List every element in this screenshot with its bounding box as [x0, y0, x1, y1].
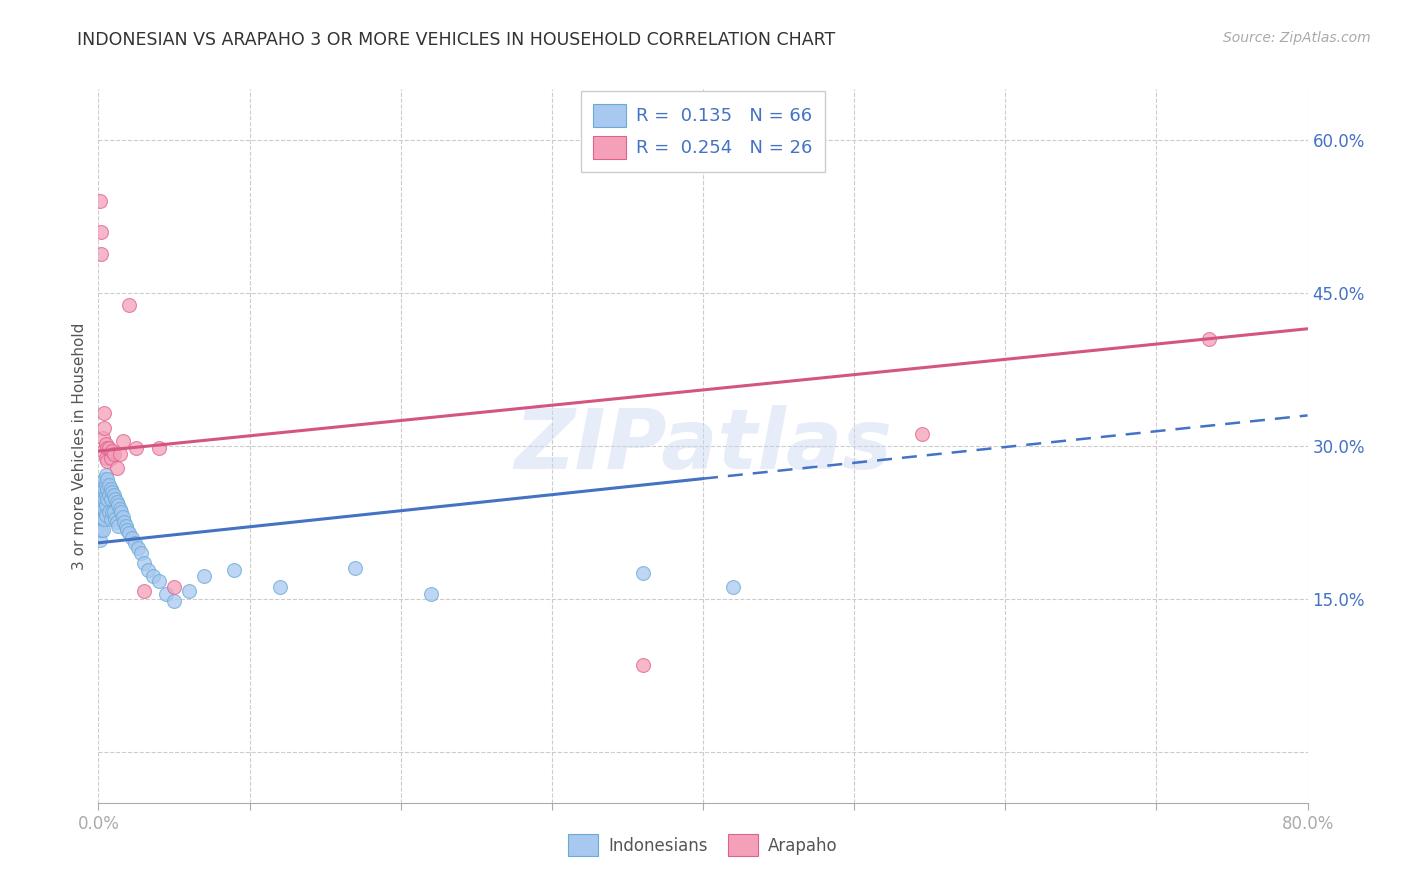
Point [142, 569, 165, 583]
Point [179, 583, 201, 598]
Text: Source: ZipAtlas.com: Source: ZipAtlas.com [1223, 31, 1371, 45]
Point [124, 536, 146, 550]
Point [89, 194, 111, 209]
Point [118, 298, 141, 312]
Point [105, 516, 128, 530]
Point [132, 583, 155, 598]
Point [90, 502, 112, 516]
Point [111, 510, 134, 524]
Point [91, 488, 114, 502]
Point [96, 441, 118, 455]
Point [420, 587, 443, 601]
Point [193, 569, 215, 583]
Point [127, 541, 149, 555]
Point [91, 523, 114, 537]
Point [94, 508, 117, 523]
Point [121, 531, 143, 545]
Point [118, 525, 141, 540]
Point [723, 580, 745, 594]
Point [91, 444, 114, 458]
Point [91, 477, 114, 491]
Point [94, 467, 117, 482]
Point [100, 451, 122, 466]
Point [1198, 332, 1220, 346]
Point [344, 561, 367, 575]
Point [90, 512, 112, 526]
Point [101, 444, 124, 458]
Point [98, 488, 121, 502]
Point [105, 461, 128, 475]
Point [125, 441, 148, 455]
Point [108, 447, 131, 461]
Point [110, 505, 132, 519]
Point [148, 574, 170, 588]
Point [631, 566, 654, 581]
Point [101, 505, 124, 519]
Point [103, 447, 125, 461]
Point [269, 580, 291, 594]
Point [104, 491, 127, 506]
Point [90, 225, 112, 239]
Point [91, 498, 114, 512]
Point [94, 498, 117, 512]
Point [155, 587, 177, 601]
Point [93, 406, 115, 420]
Point [98, 505, 121, 519]
Point [132, 556, 155, 570]
Point [89, 505, 111, 519]
Point [93, 512, 115, 526]
Point [90, 247, 112, 261]
Point [96, 454, 118, 468]
Text: ZIPatlas: ZIPatlas [515, 406, 891, 486]
Point [96, 472, 118, 486]
Point [89, 533, 111, 547]
Point [94, 437, 117, 451]
Point [96, 482, 118, 496]
Point [103, 505, 125, 519]
Legend: Indonesians, Arapaho: Indonesians, Arapaho [558, 824, 848, 866]
Point [100, 512, 122, 526]
Point [93, 420, 115, 434]
Point [129, 546, 152, 560]
Point [107, 518, 129, 533]
Point [111, 434, 134, 448]
Point [224, 563, 246, 577]
Point [101, 484, 124, 499]
Point [163, 594, 186, 608]
Point [91, 431, 114, 445]
Point [112, 516, 135, 530]
Point [93, 482, 115, 496]
Point [148, 441, 170, 455]
Point [98, 477, 121, 491]
Point [108, 502, 131, 516]
Point [93, 502, 115, 516]
Point [100, 491, 122, 506]
Y-axis label: 3 or more Vehicles in Household: 3 or more Vehicles in Household [72, 322, 87, 570]
Point [94, 451, 117, 466]
Point [631, 658, 654, 673]
Point [93, 472, 115, 486]
Point [93, 491, 115, 506]
Point [163, 580, 186, 594]
Point [89, 518, 111, 533]
Point [114, 518, 136, 533]
Point [107, 498, 129, 512]
Point [94, 477, 117, 491]
Point [103, 488, 125, 502]
Point [98, 441, 121, 455]
Point [96, 491, 118, 506]
Point [90, 491, 112, 506]
Point [911, 426, 934, 441]
Point [91, 512, 114, 526]
Point [115, 523, 138, 537]
Point [90, 523, 112, 537]
Point [100, 482, 122, 496]
Text: INDONESIAN VS ARAPAHO 3 OR MORE VEHICLES IN HOUSEHOLD CORRELATION CHART: INDONESIAN VS ARAPAHO 3 OR MORE VEHICLES… [77, 31, 835, 49]
Point [136, 563, 159, 577]
Point [104, 512, 127, 526]
Point [94, 488, 117, 502]
Point [105, 495, 128, 509]
